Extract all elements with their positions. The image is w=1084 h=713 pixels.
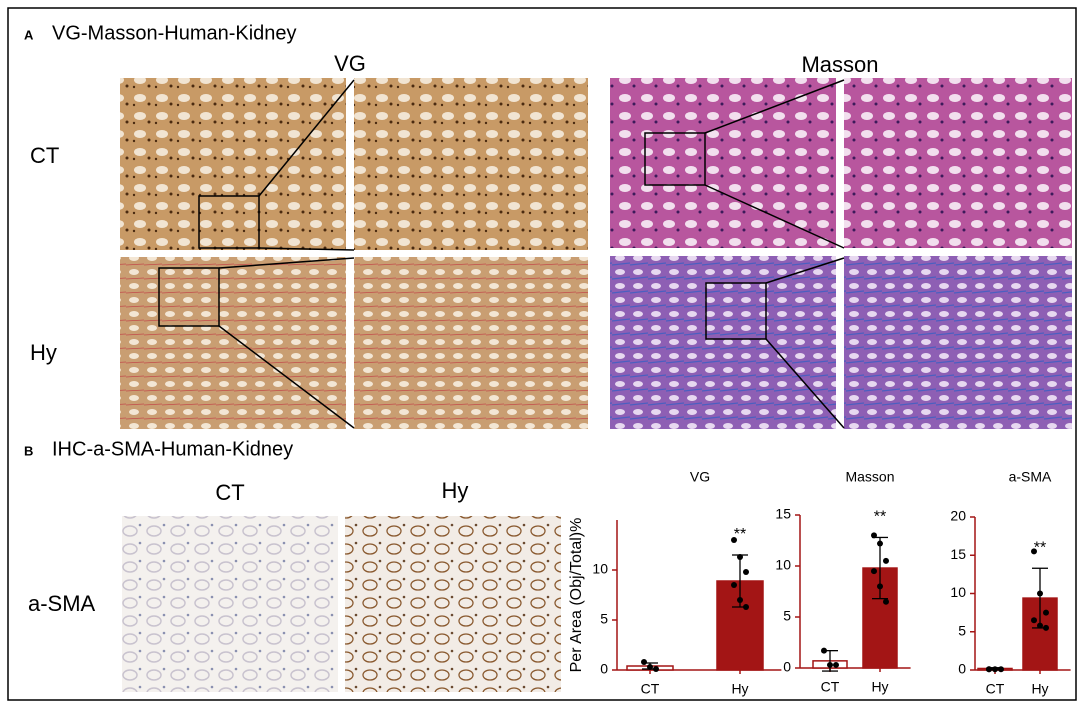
zoom-line bbox=[258, 247, 355, 251]
x-tick-label: Hy bbox=[871, 679, 888, 695]
y-tick-label: 5 bbox=[783, 608, 791, 624]
chart-title: a-SMA bbox=[1009, 469, 1052, 485]
y-tick-label: 15 bbox=[950, 546, 966, 562]
stain-label: VG bbox=[334, 51, 366, 76]
data-point bbox=[653, 666, 659, 672]
y-tick-label: 10 bbox=[592, 561, 608, 577]
data-point bbox=[1031, 617, 1037, 624]
significance-label: ** bbox=[734, 526, 746, 543]
micrograph bbox=[120, 257, 346, 429]
micrograph bbox=[122, 516, 338, 692]
row-label: CT bbox=[30, 143, 59, 168]
significance-label: ** bbox=[1034, 539, 1046, 556]
data-point bbox=[743, 569, 749, 575]
x-tick-label: CT bbox=[986, 681, 1005, 697]
panel-letter: A bbox=[24, 27, 34, 42]
y-tick-label: 15 bbox=[775, 506, 791, 522]
micrograph bbox=[354, 78, 588, 250]
x-tick-label: CT bbox=[641, 681, 660, 697]
zoom-box bbox=[705, 282, 767, 340]
y-tick-label: 20 bbox=[950, 508, 966, 524]
x-tick-label: Hy bbox=[1031, 681, 1048, 697]
zoom-box bbox=[198, 195, 260, 249]
data-point bbox=[883, 557, 889, 564]
data-point bbox=[1037, 590, 1043, 597]
zoom-box bbox=[158, 267, 220, 327]
zoom-line bbox=[218, 257, 355, 269]
data-point bbox=[731, 537, 737, 543]
data-point bbox=[877, 583, 883, 590]
data-point bbox=[731, 582, 737, 588]
y-tick-label: 0 bbox=[958, 661, 966, 677]
chart-title: VG bbox=[690, 469, 710, 485]
data-point bbox=[1043, 609, 1049, 616]
data-point bbox=[992, 666, 998, 673]
micrograph bbox=[345, 516, 561, 692]
data-point bbox=[871, 532, 877, 539]
data-point bbox=[883, 598, 889, 605]
y-tick-label: 5 bbox=[600, 611, 608, 627]
data-point bbox=[986, 666, 992, 673]
data-point bbox=[833, 661, 839, 668]
data-point bbox=[827, 661, 833, 668]
panel-title: VG-Masson-Human-Kidney bbox=[52, 22, 297, 44]
zoom-line bbox=[258, 79, 355, 197]
y-tick-label: 5 bbox=[958, 622, 966, 638]
row-label: a-SMA bbox=[28, 591, 96, 616]
micrograph bbox=[844, 256, 1072, 429]
y-tick-label: 0 bbox=[783, 659, 791, 675]
chart-title: Masson bbox=[845, 469, 894, 485]
panel-letter: B bbox=[24, 443, 33, 458]
micrograph bbox=[120, 78, 346, 250]
y-tick-label: 10 bbox=[775, 557, 791, 573]
panel-title: IHC-a-SMA-Human-Kidney bbox=[52, 438, 293, 460]
row-label: Hy bbox=[30, 340, 57, 365]
micrograph bbox=[844, 78, 1072, 248]
data-point bbox=[641, 659, 647, 665]
figure-border bbox=[7, 7, 1077, 701]
micrograph bbox=[354, 257, 588, 429]
significance-label: ** bbox=[874, 509, 886, 526]
data-point bbox=[647, 664, 653, 670]
data-point bbox=[1031, 548, 1037, 555]
y-tick-label: 0 bbox=[600, 661, 608, 677]
micrograph bbox=[610, 78, 836, 248]
data-point bbox=[871, 568, 877, 575]
y-axis-label: Per Area (Obj/Total)% bbox=[568, 518, 585, 673]
data-point bbox=[737, 554, 743, 560]
data-point bbox=[737, 597, 743, 603]
data-point bbox=[1037, 622, 1043, 629]
zoom-line bbox=[218, 325, 355, 429]
micrographs bbox=[120, 78, 1072, 692]
zoom-line bbox=[765, 257, 845, 284]
zoom-line bbox=[704, 79, 845, 134]
data-point bbox=[877, 540, 883, 547]
stain-label: Masson bbox=[801, 52, 878, 77]
zoom-line bbox=[704, 184, 845, 249]
zoom-line bbox=[765, 338, 845, 429]
zoom-box bbox=[644, 132, 706, 186]
y-tick-label: 10 bbox=[950, 584, 966, 600]
data-point bbox=[743, 604, 749, 610]
column-label: CT bbox=[215, 480, 244, 505]
column-label: Hy bbox=[442, 478, 469, 503]
data-point bbox=[998, 666, 1004, 673]
data-point bbox=[821, 647, 827, 654]
x-tick-label: CT bbox=[821, 679, 840, 695]
micrograph bbox=[610, 256, 836, 429]
x-tick-label: Hy bbox=[731, 681, 748, 697]
data-point bbox=[1043, 624, 1049, 631]
